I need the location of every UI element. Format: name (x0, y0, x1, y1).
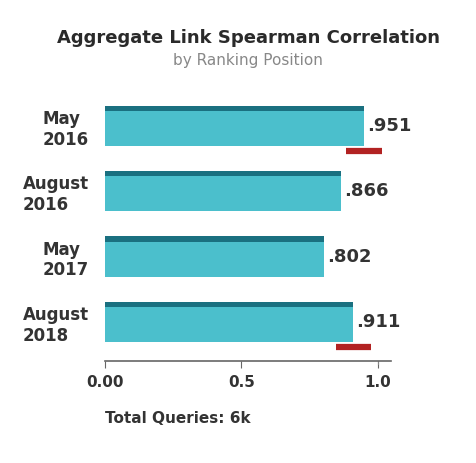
Text: Total Queries: 6k: Total Queries: 6k (105, 411, 250, 426)
Text: .866: .866 (344, 182, 388, 200)
Bar (105, 171, 340, 212)
Bar (105, 236, 323, 277)
Bar (105, 236, 323, 242)
Bar (105, 171, 340, 176)
Text: .802: .802 (326, 248, 370, 266)
Bar (105, 302, 353, 307)
Text: .951: .951 (367, 117, 411, 135)
Text: .911: .911 (356, 313, 400, 331)
Bar (105, 106, 363, 111)
Text: by Ranking Position: by Ranking Position (173, 53, 322, 68)
Text: Aggregate Link Spearman Correlation: Aggregate Link Spearman Correlation (57, 29, 438, 47)
Bar (105, 302, 353, 342)
Bar (105, 106, 363, 146)
